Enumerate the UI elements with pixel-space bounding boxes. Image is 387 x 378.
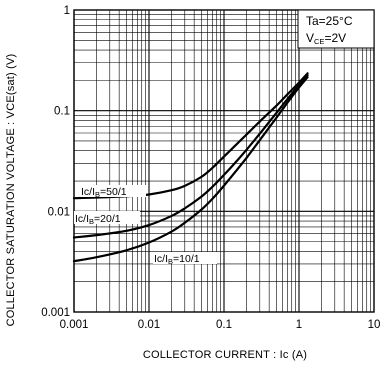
- x-tick-label: 0.01: [138, 319, 160, 331]
- x-tick-label: 0.1: [216, 319, 232, 331]
- series-label-10: Ic/IB=10/1: [153, 252, 217, 266]
- series-label-20: Ic/IB=20/1: [74, 211, 140, 226]
- x-axis-label: COLLECTOR CURRENT : Ic (A): [143, 349, 307, 361]
- vce-condition: VCE=2V: [306, 31, 346, 46]
- series-label-50-main: Ic/I: [81, 186, 95, 198]
- series-label-20-main: Ic/I: [75, 213, 89, 225]
- tick-labels: 0.001 0.01 0.1 1 10 0.001 0.01 0.1 1: [41, 5, 380, 331]
- x-tick-label: 1: [296, 319, 302, 331]
- series-layer: [72, 72, 309, 263]
- series-label-50: Ic/IB=50/1: [80, 185, 146, 199]
- temperature-condition: Ta=25°C: [306, 14, 353, 28]
- y-axis-label: COLLECTOR SATURATION VOLTAGE : VCE(sat) …: [5, 54, 17, 327]
- svg-text:Ic/IB=50/1: Ic/IB=50/1: [81, 186, 127, 199]
- y-tick-label: 0.01: [48, 206, 70, 218]
- series-label-10-main: Ic/I: [154, 253, 168, 265]
- series-line-1: [72, 72, 309, 200]
- y-tick-label: 0.1: [54, 106, 70, 118]
- conditions-box: Ta=25°C VCE=2V: [297, 9, 375, 49]
- x-tick-label: 0.001: [60, 319, 89, 331]
- x-tick-label: 10: [368, 319, 381, 331]
- series-line-2: [72, 74, 309, 239]
- plot-frame: [73, 9, 375, 313]
- svg-text:Ic/IB=20/1: Ic/IB=20/1: [75, 213, 121, 226]
- y-tick-label: 1: [64, 5, 70, 17]
- svg-text:Ic/IB=10/1: Ic/IB=10/1: [154, 253, 200, 266]
- series-line-3: [72, 76, 309, 263]
- y-tick-label: 0.001: [41, 307, 70, 319]
